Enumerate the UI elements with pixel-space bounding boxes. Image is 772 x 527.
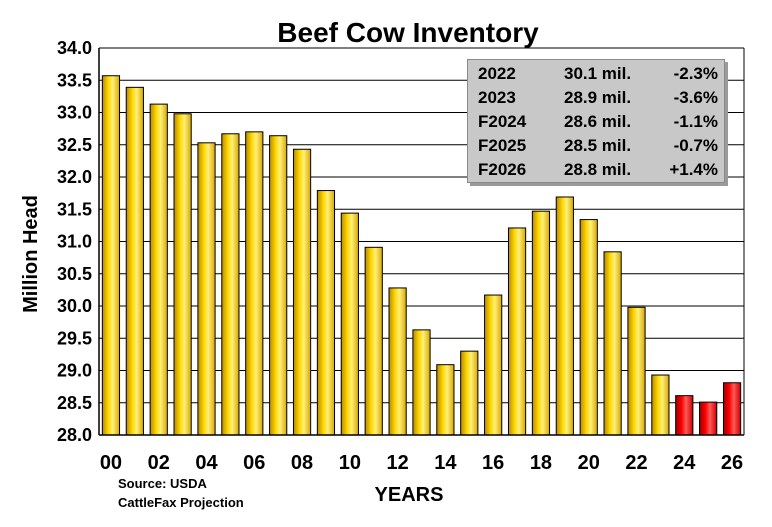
- row-year: F2024: [478, 112, 527, 131]
- bars: [101, 75, 742, 436]
- actual-bar: [531, 210, 551, 436]
- row-value: 28.9 mil.: [564, 88, 632, 107]
- actual-bar: [627, 306, 646, 436]
- actual-bar: [245, 131, 264, 436]
- row-year: 2022: [478, 64, 516, 83]
- row-value: 28.5 mil.: [564, 136, 632, 155]
- y-tick-label: 28.0: [57, 425, 92, 445]
- actual-bar: [651, 374, 670, 436]
- source-line-2: CattleFax Projection: [118, 495, 244, 510]
- y-tick-label: 31.0: [57, 232, 92, 252]
- actual-bar: [388, 287, 407, 436]
- y-tick-label: 34.0: [57, 38, 92, 58]
- table-row: 2023 28.9 mil. -3.6%: [468, 86, 724, 110]
- actual-bar: [149, 103, 168, 436]
- actual-bar: [340, 212, 359, 436]
- y-tick-labels: 28.0 28.5 29.0 29.5 30.0 30.5 31.0 31.5 32.0 32.5…: [57, 38, 92, 445]
- actual-bar: [364, 246, 383, 436]
- projection-bar: [699, 401, 718, 436]
- actual-bar: [173, 113, 192, 436]
- row-change: +1.4%: [669, 160, 718, 179]
- y-tick-label: 28.5: [57, 393, 92, 413]
- actual-bar: [316, 190, 336, 436]
- inventory-summary-table: 2022 30.1 mil. -2.3% 2023 28.9 mil. -3.6…: [467, 59, 725, 183]
- actual-bar: [436, 364, 455, 436]
- y-tick-label: 29.5: [57, 328, 92, 348]
- y-tick-label: 30.5: [57, 264, 92, 284]
- x-tick-label: 12: [386, 452, 408, 474]
- x-tick-label: 20: [578, 452, 600, 474]
- row-change: -2.3%: [673, 64, 718, 83]
- row-year: F2026: [478, 160, 527, 179]
- x-tick-label: 02: [148, 452, 170, 474]
- x-tick-label: 04: [195, 452, 218, 474]
- y-tick-label: 32.5: [57, 135, 92, 155]
- table-row: F2024 28.6 mil. -1.1%: [468, 110, 724, 134]
- x-tick-label: 10: [339, 452, 361, 474]
- actual-bar: [460, 350, 479, 436]
- x-tick-label: 16: [482, 452, 504, 474]
- actual-bar: [555, 196, 574, 436]
- source-line-1: Source: USDA: [118, 476, 207, 491]
- y-axis-label: Million Head: [20, 195, 42, 313]
- actual-bar: [197, 142, 216, 436]
- y-tick-label: 29.0: [57, 361, 92, 381]
- x-tick-labels: 00 02 04 06 08 10 12 14 16 18 20 22 24 26: [100, 452, 743, 474]
- y-tick-label: 33.5: [57, 70, 92, 90]
- x-tick-label: 24: [673, 452, 696, 474]
- y-tick-label: 32.0: [57, 167, 92, 187]
- table-row: F2025 28.5 mil. -0.7%: [468, 134, 724, 158]
- x-tick-label: 00: [100, 452, 122, 474]
- actual-bar: [507, 227, 527, 436]
- x-tick-label: 22: [625, 452, 647, 474]
- actual-bar: [101, 75, 121, 436]
- y-tick-label: 31.5: [57, 199, 92, 219]
- actual-bar: [484, 294, 503, 436]
- row-year: F2025: [478, 136, 527, 155]
- axes: [98, 48, 745, 436]
- row-value: 30.1 mil.: [564, 64, 632, 83]
- x-tick-label: 06: [243, 452, 265, 474]
- projection-bar: [675, 395, 694, 436]
- x-axis-label: YEARS: [375, 484, 444, 506]
- table-row: F2026 28.8 mil. +1.4%: [468, 158, 724, 182]
- x-tick-label: 18: [530, 452, 552, 474]
- row-value: 28.6 mil.: [564, 112, 632, 131]
- actual-bar: [412, 329, 431, 436]
- row-change: -0.7%: [673, 136, 718, 155]
- actual-bar: [579, 219, 598, 436]
- actual-bar: [269, 135, 288, 436]
- chart-title: Beef Cow Inventory: [277, 17, 539, 48]
- y-tick-label: 33.0: [57, 103, 92, 123]
- actual-bar: [125, 86, 144, 436]
- row-year: 2023: [478, 88, 516, 107]
- actual-bar: [603, 251, 622, 436]
- x-tick-label: 08: [291, 452, 313, 474]
- projection-bar: [722, 382, 742, 436]
- actual-bar: [221, 133, 240, 436]
- row-change: -1.1%: [673, 112, 718, 131]
- x-tick-label: 14: [434, 452, 457, 474]
- row-change: -3.6%: [673, 88, 718, 107]
- table-row: 2022 30.1 mil. -2.3%: [468, 62, 724, 86]
- x-tick-label: 26: [721, 452, 743, 474]
- row-value: 28.8 mil.: [564, 160, 632, 179]
- y-tick-label: 30.0: [57, 296, 92, 316]
- actual-bar: [292, 148, 312, 436]
